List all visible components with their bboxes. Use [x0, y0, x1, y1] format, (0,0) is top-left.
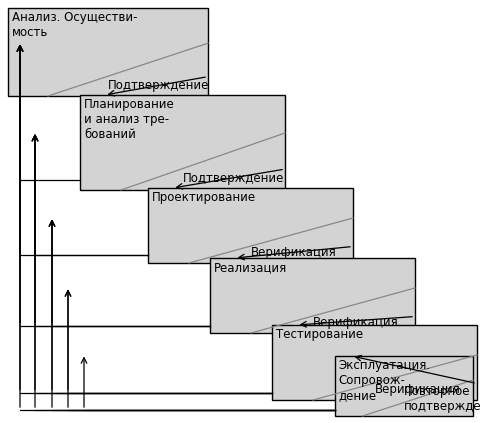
Text: Верификация: Верификация [374, 383, 459, 396]
Text: Проектирование: Проектирование [152, 191, 255, 204]
Bar [271, 325, 476, 400]
Bar [148, 188, 352, 263]
Text: Повторное
подтверждение: Повторное подтверждение [403, 385, 480, 413]
Text: Эксплуатация.
Сопровож-
дение: Эксплуатация. Сопровож- дение [338, 360, 430, 402]
Bar [8, 8, 207, 96]
Text: Верификация: Верификация [312, 316, 397, 329]
Bar [80, 95, 285, 190]
Text: Подтверждение: Подтверждение [182, 172, 283, 185]
Text: Анализ. Осуществи-
мость: Анализ. Осуществи- мость [12, 11, 137, 39]
Text: Тестирование: Тестирование [275, 328, 362, 341]
Bar [210, 258, 414, 333]
Text: Подтверждение: Подтверждение [108, 79, 209, 92]
Text: Планирование
и анализ тре-
бований: Планирование и анализ тре- бований [84, 99, 174, 141]
Text: Верификация: Верификация [250, 246, 336, 259]
Text: Реализация: Реализация [214, 261, 287, 275]
Bar [334, 356, 472, 416]
